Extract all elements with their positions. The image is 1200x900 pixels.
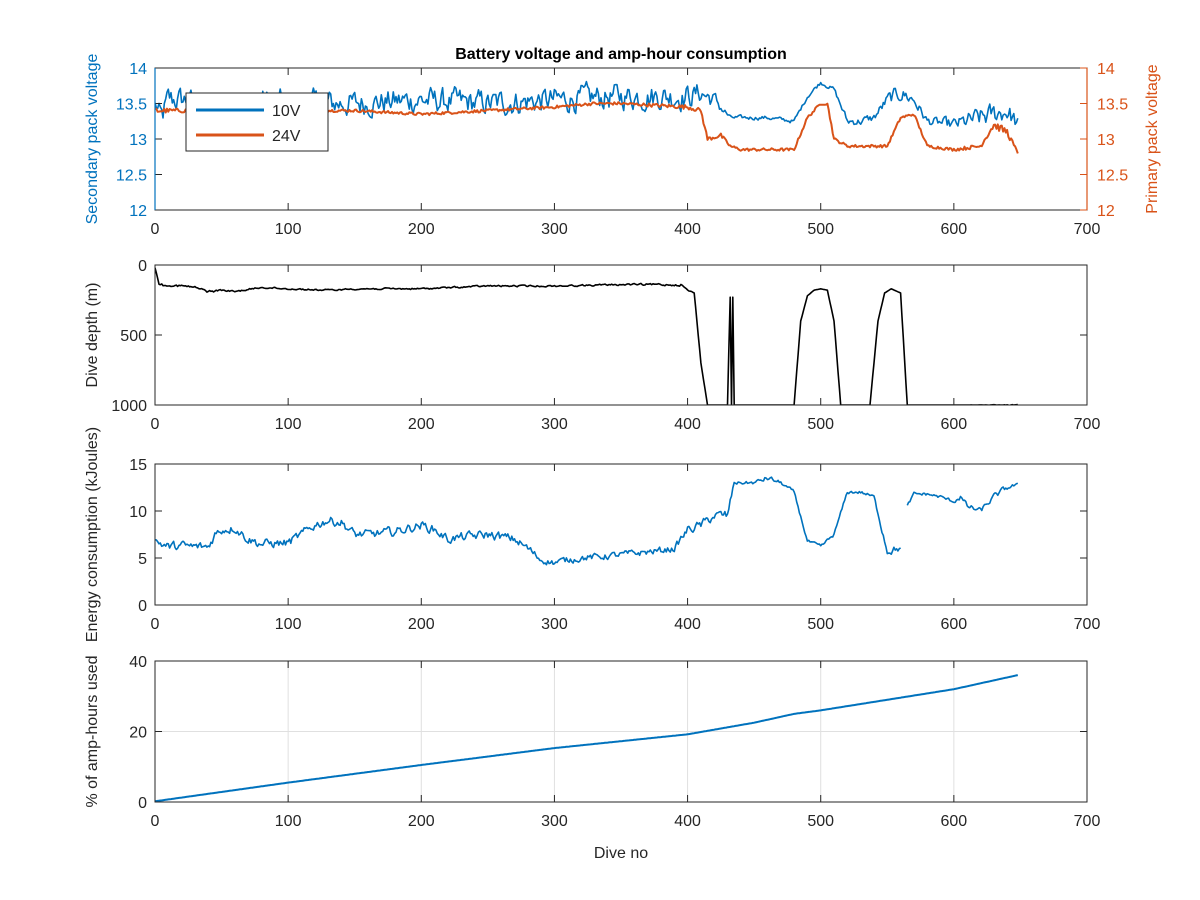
y-tick-label-right: 12.5 [1097, 168, 1128, 185]
x-tick-label: 0 [151, 616, 160, 633]
plot-area [155, 476, 1019, 566]
series-line-p2-1 [155, 267, 1018, 405]
chart-title: Battery voltage and amp-hour consumption [455, 46, 787, 63]
legend-label: 24V [272, 128, 301, 145]
x-tick-label: 500 [807, 416, 834, 433]
x-tick-label: 700 [1074, 416, 1101, 433]
x-tick-label: 300 [541, 221, 568, 238]
y-tick-label: 0 [138, 598, 147, 615]
panel-1: 0 100 200 300 400 500 600 7001212.51313.5141212… [84, 46, 1161, 238]
x-tick-label: 200 [408, 616, 435, 633]
y-tick-label: 12.5 [116, 168, 147, 185]
y-tick-label: 0 [138, 795, 147, 812]
x-tick-label: 400 [674, 416, 701, 433]
x-tick-label: 500 [807, 221, 834, 238]
panel-3: 0 100 200 300 400 500 600 700 0 5 10 15 Energy consu… [84, 427, 1100, 642]
x-tick-label: 700 [1074, 221, 1101, 238]
x-tick-label: 0 [151, 813, 160, 830]
x-tick-label: 500 [807, 616, 834, 633]
y-axis-label-right: Primary pack voltage [1144, 64, 1161, 213]
panel-4: 0 100 200 300 400 500 600 700 0 20 40 % of amp-hour… [84, 654, 1100, 862]
y-tick-label-right: 13.5 [1097, 97, 1128, 114]
x-tick-label: 300 [541, 813, 568, 830]
plot-area [155, 674, 1019, 802]
x-tick-label: 600 [941, 813, 968, 830]
y-tick-label: 12 [129, 203, 147, 220]
x-tick-label: 100 [275, 221, 302, 238]
y-axis-label: Dive depth (m) [84, 283, 101, 388]
y-tick-label: 40 [129, 654, 147, 671]
x-tick-label: 400 [674, 616, 701, 633]
y-tick-label: 0 [138, 258, 147, 275]
x-tick-label: 0 [151, 221, 160, 238]
y-axis-label: Energy consumption (kJoules) [84, 427, 101, 642]
series-line-p3-2 [906, 482, 1019, 512]
x-tick-label: 300 [541, 416, 568, 433]
x-tick-label: 600 [941, 221, 968, 238]
x-tick-label: 200 [408, 416, 435, 433]
y-tick-label: 1000 [111, 398, 147, 415]
legend-box [185, 92, 329, 152]
x-tick-label: 700 [1074, 813, 1101, 830]
y-tick-label: 10 [129, 504, 147, 521]
x-tick-label: 600 [941, 416, 968, 433]
y-tick-label-right: 12 [1097, 203, 1115, 220]
y-tick-label: 13 [129, 132, 147, 149]
y-tick-label: 15 [129, 457, 147, 474]
y-tick-label: 500 [120, 328, 147, 345]
y-tick-label-right: 14 [1097, 61, 1115, 78]
panel-2: 0 100 200 300 400 500 600 700 0 500 1000 Dive depth… [84, 258, 1100, 433]
x-tick-label: 100 [275, 616, 302, 633]
x-tick-label: 300 [541, 616, 568, 633]
axes-box [154, 463, 1088, 606]
y-axis-label: Secondary pack voltage [84, 54, 101, 225]
plot-area [155, 267, 1018, 405]
x-tick-label: 500 [807, 813, 834, 830]
legend-label: 10V [272, 103, 301, 120]
x-tick-label: 200 [408, 813, 435, 830]
x-axis-label: Dive no [594, 845, 648, 862]
y-tick-label: 20 [129, 725, 147, 742]
x-tick-label: 400 [674, 221, 701, 238]
x-tick-label: 200 [408, 221, 435, 238]
x-tick-label: 100 [275, 813, 302, 830]
y-tick-label-right: 13 [1097, 132, 1115, 149]
x-tick-label: 700 [1074, 616, 1101, 633]
x-tick-label: 100 [275, 416, 302, 433]
series-line-p4-1 [155, 674, 1019, 802]
x-tick-label: 600 [941, 616, 968, 633]
x-tick-label: 400 [674, 813, 701, 830]
series-line-p3-1 [155, 476, 902, 566]
y-tick-label: 5 [138, 551, 147, 568]
y-tick-label: 13.5 [116, 97, 147, 114]
y-tick-label: 14 [129, 61, 147, 78]
x-tick-label: 0 [151, 416, 160, 433]
y-axis-label: % of amp-hours used [84, 655, 101, 807]
